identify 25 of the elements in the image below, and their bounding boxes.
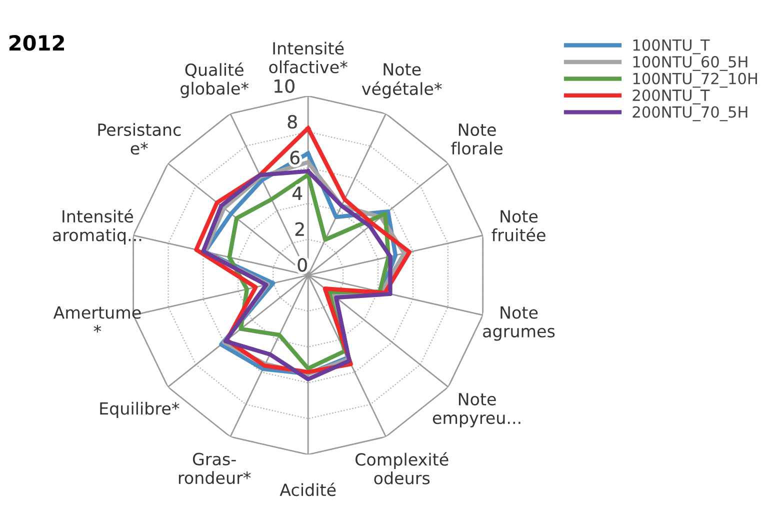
spoke-label: Note empyreu... [432, 393, 520, 428]
spoke-label: Note végétale* [362, 63, 442, 98]
spoke-label: Amertume * [53, 306, 141, 332]
y-tick-label: 4 [292, 186, 302, 200]
y-tick-label: 8 [288, 115, 297, 129]
chart-title: 2012 [9, 35, 64, 51]
spoke-label: Acidité [280, 482, 336, 496]
spoke-label: Intensité olfactive* [269, 41, 348, 74]
legend-label: 100NTU_72_10H [633, 72, 757, 88]
spoke-label: Persistanc e* [98, 123, 181, 155]
y-tick-label: 2 [295, 222, 304, 236]
legend-label: 100NTU_60_5H [633, 56, 748, 71]
legend-label: 200NTU_70_5H [632, 106, 748, 122]
legend-label: 100NTU_T [633, 39, 710, 54]
spoke-label: Gras- rondeur* [178, 452, 251, 484]
spoke-label: Equilibre* [100, 402, 180, 418]
spoke-label: Qualité globale* [180, 62, 249, 98]
spoke-label: Note agrumes [483, 306, 555, 341]
y-tick-label: 10 [274, 79, 294, 93]
spoke-label: Complexité odeurs [356, 452, 448, 484]
legend-label: 200NTU_T [632, 89, 710, 104]
y-tick-label: 0 [298, 258, 307, 272]
spoke-label: Note florale [451, 124, 502, 155]
spoke-label: Note fruitée [492, 210, 546, 242]
spoke-label: Intensité aromatiq... [52, 209, 142, 245]
